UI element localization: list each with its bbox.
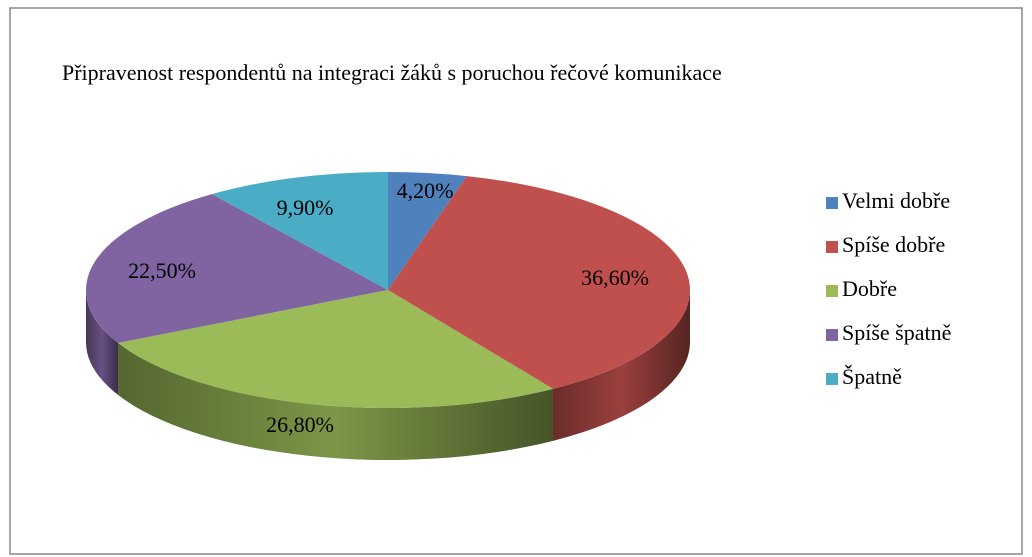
slice-side: [86, 290, 119, 395]
pie-slice: [212, 172, 388, 290]
legend-label: Dobře: [842, 276, 897, 301]
legend-swatch: [826, 373, 838, 385]
data-label: 4,20%: [397, 178, 454, 203]
legend-label: Spíše špatně: [842, 320, 951, 345]
pie-slice: [86, 194, 389, 343]
slice-side: [118, 342, 554, 460]
data-label: 36,60%: [581, 265, 649, 290]
legend-swatch: [826, 241, 838, 253]
legend-swatch: [826, 329, 838, 341]
legend-label: Špatně: [842, 364, 902, 389]
legend-swatch: [826, 285, 838, 297]
legend-label: Velmi dobře: [842, 188, 950, 213]
slice-side: [553, 290, 690, 441]
chart-title: Připravenost respondentů na integraci žá…: [62, 60, 722, 85]
data-label: 22,50%: [128, 258, 196, 283]
data-label: 9,90%: [277, 195, 334, 220]
legend-swatch: [826, 197, 838, 209]
legend-label: Spíše dobře: [842, 232, 945, 257]
pie-slice: [388, 172, 467, 290]
pie-slice: [388, 176, 690, 389]
pie-slice: [118, 290, 554, 409]
data-label: 26,80%: [266, 412, 334, 437]
